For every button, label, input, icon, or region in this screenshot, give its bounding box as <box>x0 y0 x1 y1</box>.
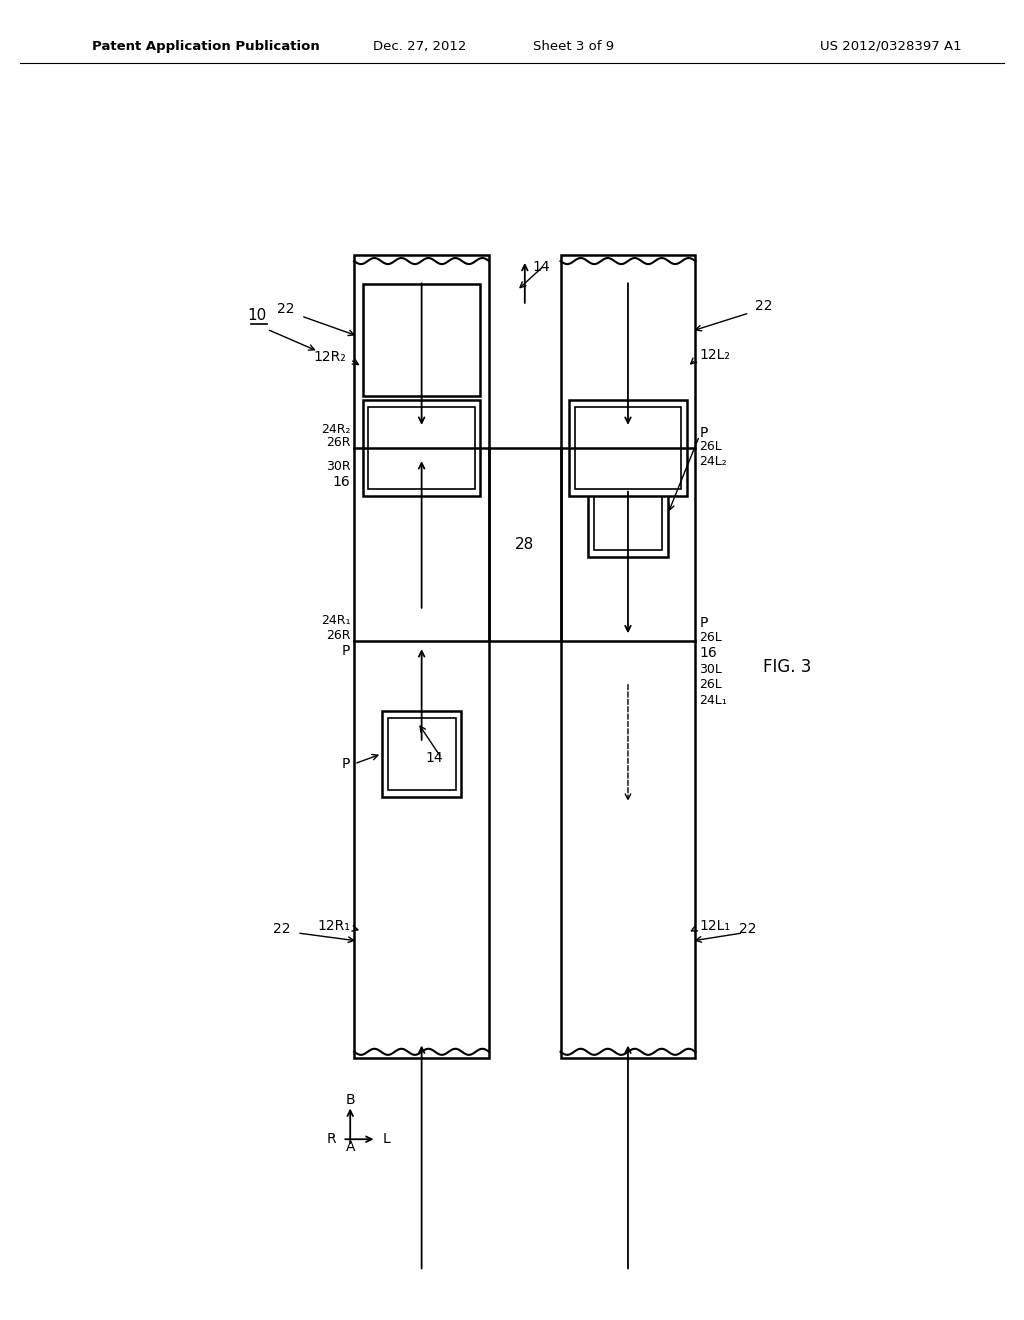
Text: L: L <box>383 1133 390 1146</box>
Text: 16: 16 <box>333 475 350 488</box>
Text: R: R <box>327 1133 336 1146</box>
Text: 26R: 26R <box>326 628 350 642</box>
Text: 12R₁: 12R₁ <box>317 919 350 933</box>
Bar <box>362 284 480 396</box>
Text: 30R: 30R <box>326 459 350 473</box>
Text: P: P <box>699 426 708 440</box>
Bar <box>569 400 687 496</box>
Bar <box>588 471 668 557</box>
Text: 12R₂: 12R₂ <box>313 350 346 363</box>
Text: A: A <box>345 1140 355 1154</box>
Text: 22: 22 <box>739 921 757 936</box>
Text: 28: 28 <box>515 537 535 552</box>
Text: P: P <box>342 644 350 659</box>
Text: 12L₁: 12L₁ <box>699 919 730 933</box>
Text: 22: 22 <box>273 921 291 936</box>
Text: Dec. 27, 2012: Dec. 27, 2012 <box>373 40 467 53</box>
Text: 22: 22 <box>278 302 295 315</box>
Bar <box>560 255 695 1057</box>
Text: 24R₂: 24R₂ <box>321 424 350 437</box>
Text: 14: 14 <box>426 751 443 766</box>
Text: 22: 22 <box>755 298 772 313</box>
Text: 12L₂: 12L₂ <box>699 347 730 362</box>
Text: B: B <box>345 1093 355 1107</box>
Text: 26L: 26L <box>699 678 722 692</box>
Bar <box>594 478 663 550</box>
Text: 24R₁: 24R₁ <box>321 614 350 627</box>
Bar <box>362 400 480 496</box>
Text: 30L: 30L <box>699 663 722 676</box>
Text: 26R: 26R <box>326 437 350 450</box>
Text: 24L₁: 24L₁ <box>699 693 727 706</box>
Text: Sheet 3 of 9: Sheet 3 of 9 <box>532 40 614 53</box>
Bar <box>387 718 456 789</box>
Text: 10: 10 <box>248 309 267 323</box>
Bar <box>574 407 681 490</box>
Bar <box>382 710 461 797</box>
Text: 14: 14 <box>532 260 550 275</box>
Text: US 2012/0328397 A1: US 2012/0328397 A1 <box>820 40 962 53</box>
Text: FIG. 3: FIG. 3 <box>763 657 811 676</box>
Text: 24L₂: 24L₂ <box>699 455 727 467</box>
Text: 26L: 26L <box>699 440 722 453</box>
Text: P: P <box>342 756 350 771</box>
Text: 26L: 26L <box>699 631 722 644</box>
Bar <box>354 255 489 1057</box>
Bar <box>369 407 475 490</box>
Text: P: P <box>699 616 708 630</box>
Text: 16: 16 <box>699 647 717 660</box>
Text: Patent Application Publication: Patent Application Publication <box>92 40 319 53</box>
